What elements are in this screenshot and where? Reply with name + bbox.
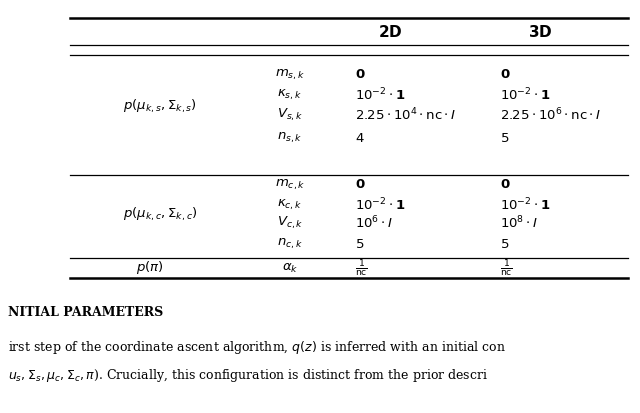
Text: $\mathbf{2D}$: $\mathbf{2D}$ xyxy=(378,24,403,40)
Text: $m_{c,k}$: $m_{c,k}$ xyxy=(275,178,305,192)
Text: $\frac{1}{\mathrm{nc}}$: $\frac{1}{\mathrm{nc}}$ xyxy=(355,258,368,278)
Text: $m_{s,k}$: $m_{s,k}$ xyxy=(275,68,305,82)
Text: $n_{s,k}$: $n_{s,k}$ xyxy=(277,131,303,145)
Text: $\mathbf{0}$: $\mathbf{0}$ xyxy=(500,178,511,192)
Text: $\kappa_{s,k}$: $\kappa_{s,k}$ xyxy=(278,88,303,102)
Text: $2.25 \cdot 10^{4} \cdot \mathrm{nc} \cdot I$: $2.25 \cdot 10^{4} \cdot \mathrm{nc} \cd… xyxy=(355,107,456,123)
Text: $4$: $4$ xyxy=(355,131,365,145)
Text: $5$: $5$ xyxy=(500,131,509,145)
Text: $\kappa_{c,k}$: $\kappa_{c,k}$ xyxy=(277,198,303,212)
Text: $V_{s,k}$: $V_{s,k}$ xyxy=(277,107,303,123)
Text: $\alpha_{k}$: $\alpha_{k}$ xyxy=(282,261,298,275)
Text: $V_{c,k}$: $V_{c,k}$ xyxy=(276,215,303,231)
Text: $u_s, \Sigma_s, \mu_c, \Sigma_c, \pi$). Crucially, this configuration is distinc: $u_s, \Sigma_s, \mu_c, \Sigma_c, \pi$). … xyxy=(8,366,488,384)
Text: $\frac{1}{\mathrm{nc}}$: $\frac{1}{\mathrm{nc}}$ xyxy=(500,258,513,278)
Text: irst step of the coordinate ascent algorithm, $q(z)$ is inferred with an initial: irst step of the coordinate ascent algor… xyxy=(8,339,506,356)
Text: $10^{-2} \cdot \mathbf{1}$: $10^{-2} \cdot \mathbf{1}$ xyxy=(500,197,550,213)
Text: $p(\mu_{k,s}, \Sigma_{k,s})$: $p(\mu_{k,s}, \Sigma_{k,s})$ xyxy=(123,98,197,115)
Text: $p(\mu_{k,c}, \Sigma_{k,c})$: $p(\mu_{k,c}, \Sigma_{k,c})$ xyxy=(123,206,197,223)
Text: $10^{-2} \cdot \mathbf{1}$: $10^{-2} \cdot \mathbf{1}$ xyxy=(355,87,406,103)
Text: $\mathbf{0}$: $\mathbf{0}$ xyxy=(355,178,365,192)
Text: $10^{6} \cdot I$: $10^{6} \cdot I$ xyxy=(355,215,393,231)
Text: $p(\pi)$: $p(\pi)$ xyxy=(136,259,164,276)
Text: $10^{-2} \cdot \mathbf{1}$: $10^{-2} \cdot \mathbf{1}$ xyxy=(500,87,550,103)
Text: $5$: $5$ xyxy=(500,237,509,251)
Text: $10^{8} \cdot I$: $10^{8} \cdot I$ xyxy=(500,215,538,231)
Text: $\mathbf{0}$: $\mathbf{0}$ xyxy=(500,69,511,81)
Text: NITIAL PARAMETERS: NITIAL PARAMETERS xyxy=(8,306,163,318)
Text: $5$: $5$ xyxy=(355,237,364,251)
Text: $2.25 \cdot 10^{6} \cdot \mathrm{nc} \cdot I$: $2.25 \cdot 10^{6} \cdot \mathrm{nc} \cd… xyxy=(500,107,602,123)
Text: $\mathbf{0}$: $\mathbf{0}$ xyxy=(355,69,365,81)
Text: $10^{-2} \cdot \mathbf{1}$: $10^{-2} \cdot \mathbf{1}$ xyxy=(355,197,406,213)
Text: $n_{c,k}$: $n_{c,k}$ xyxy=(277,237,303,251)
Text: $\mathbf{3D}$: $\mathbf{3D}$ xyxy=(528,24,552,40)
